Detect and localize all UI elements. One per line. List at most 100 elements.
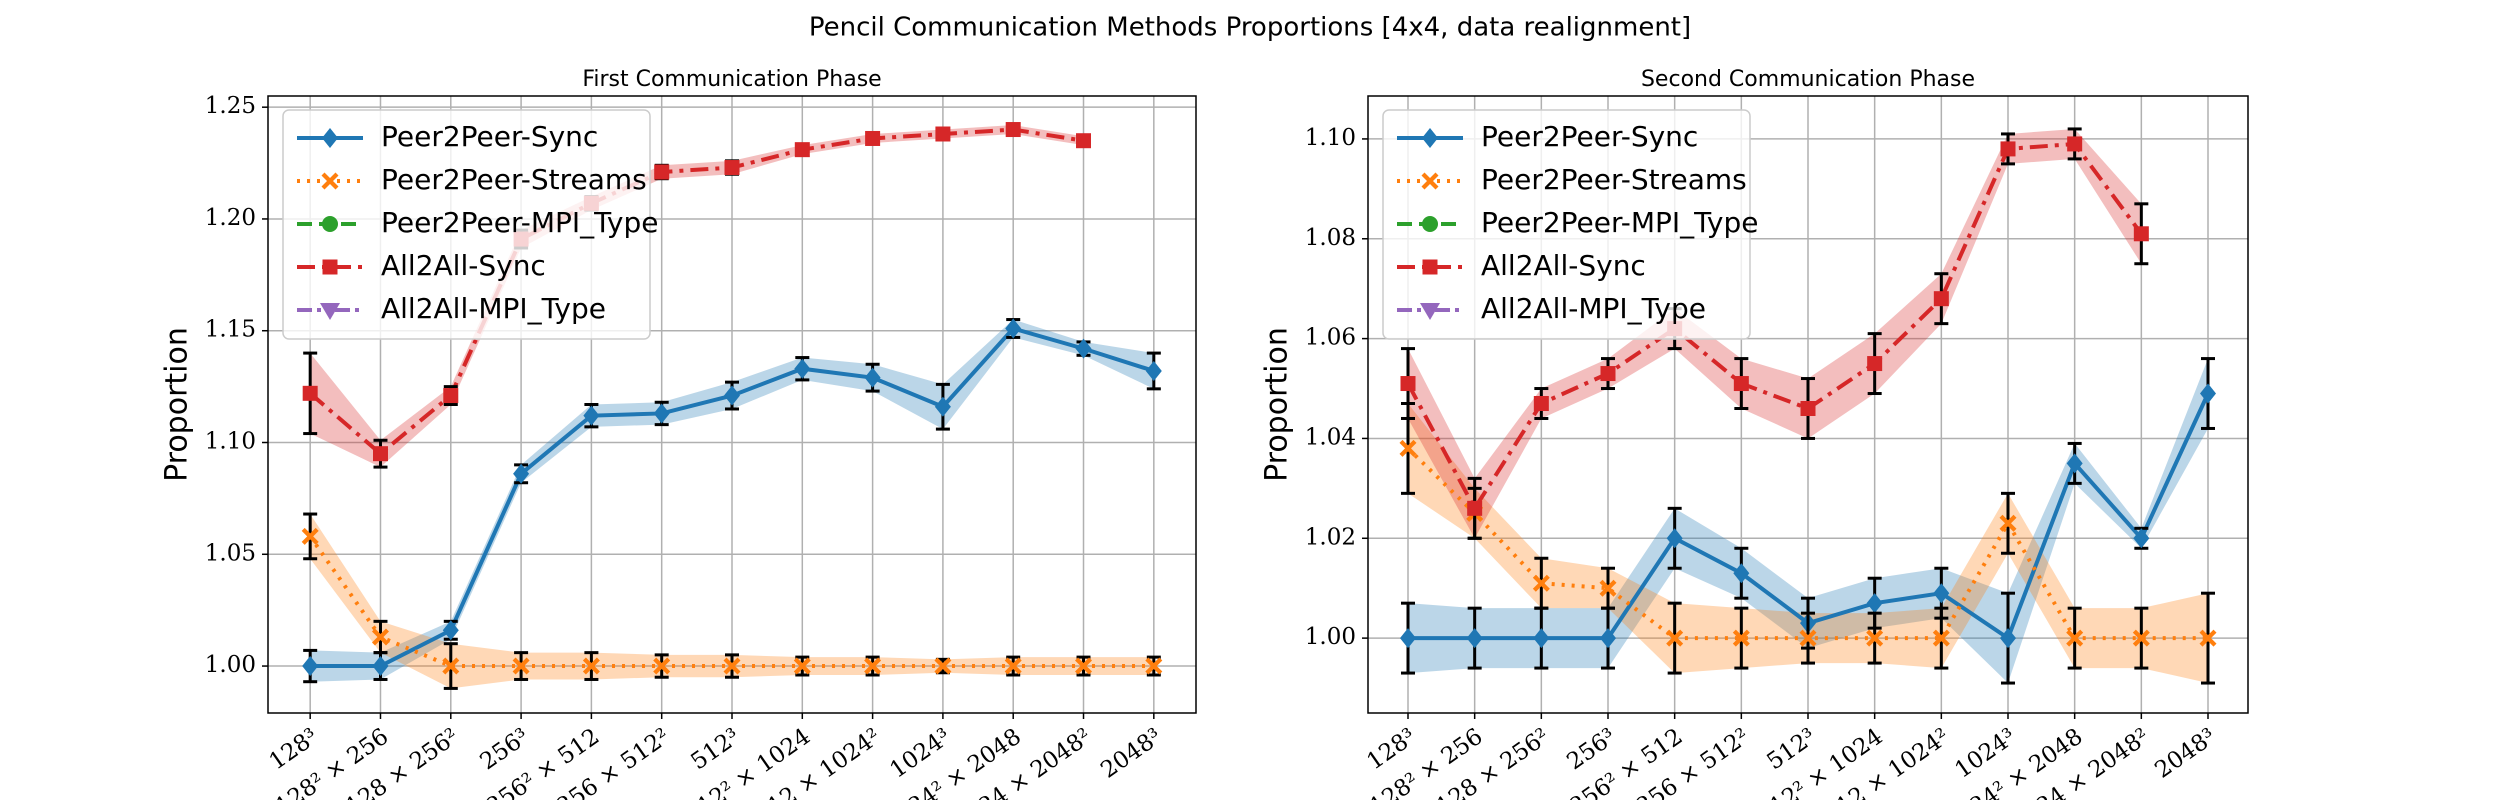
data-marker [442, 620, 459, 641]
legend-label: Peer2Peer-MPI_Type [381, 206, 658, 239]
data-marker [1600, 366, 1616, 382]
legend: Peer2Peer-Sync Peer2Peer-Streams Peer2Peer… [282, 109, 658, 340]
data-marker [865, 130, 881, 146]
data-marker [934, 396, 951, 417]
data-marker [1600, 628, 1616, 649]
data-marker [2133, 226, 2149, 242]
data-marker [372, 656, 389, 677]
legend: Peer2Peer-Sync Peer2Peer-Streams Peer2Peer… [1382, 109, 1758, 340]
y-tick-label: 1.15 [205, 317, 256, 343]
y-axis-label: Proportion [1260, 327, 1295, 482]
legend-label: All2All-MPI_Type [1481, 292, 1706, 325]
data-marker [723, 657, 741, 675]
y-axis-label: Proportion [160, 327, 195, 482]
series-line [1406, 141, 2143, 513]
data-marker [653, 657, 671, 675]
data-marker [1145, 657, 1163, 675]
data-marker [1005, 122, 1021, 138]
legend-marker [321, 172, 339, 190]
data-marker [1932, 629, 1950, 647]
subplot-title: Second Communication Phase [1641, 67, 1975, 92]
y-tick-label: 1.00 [1305, 624, 1356, 650]
series-line [308, 127, 1084, 457]
data-marker [1004, 657, 1022, 675]
legend-label: All2All-Sync [381, 249, 546, 282]
legend-marker [1420, 303, 1440, 320]
data-marker [793, 657, 811, 675]
data-marker [2200, 383, 2216, 404]
y-tick-label: 1.02 [1305, 524, 1356, 550]
data-marker [1076, 133, 1092, 149]
data-marker [1866, 593, 1883, 614]
data-marker [2000, 628, 2016, 649]
data-marker [372, 446, 388, 462]
data-marker [1532, 574, 1550, 592]
data-marker [653, 403, 670, 424]
data-marker [1399, 439, 1417, 457]
data-marker [1075, 338, 1092, 359]
data-marker [1933, 583, 1950, 604]
data-marker [1466, 628, 1483, 649]
data-marker [724, 160, 740, 176]
plot-area [1399, 127, 2217, 685]
data-marker [1867, 356, 1883, 372]
data-marker [1999, 514, 2017, 532]
y-tick-label: 1.06 [1305, 325, 1356, 351]
y-tick-label: 1.08 [1305, 225, 1356, 251]
data-marker [1075, 657, 1093, 675]
data-marker [2000, 141, 2016, 157]
figure-title: Pencil Communication Methods Proportions… [809, 13, 1691, 43]
y-tick-label: 1.25 [205, 93, 256, 119]
plot-area [301, 122, 1163, 690]
data-marker [794, 142, 810, 158]
data-marker [1800, 400, 1816, 416]
data-marker [724, 385, 740, 406]
y-tick-label: 1.00 [205, 652, 256, 678]
data-marker [1866, 629, 1884, 647]
y-tick-label: 1.04 [1305, 424, 1356, 450]
data-marker [864, 657, 882, 675]
data-marker [1733, 376, 1749, 392]
legend-label: Peer2Peer-MPI_Type [1481, 206, 1758, 239]
data-marker [2132, 629, 2150, 647]
data-marker [302, 656, 319, 677]
legend-label: All2All-Sync [1481, 249, 1646, 282]
data-marker [2199, 629, 2217, 647]
data-marker [794, 358, 811, 379]
data-marker [371, 628, 389, 646]
legend-box [282, 109, 651, 340]
data-marker [654, 164, 670, 180]
axes-frame [1367, 95, 2249, 714]
data-marker [934, 657, 952, 675]
data-marker [2133, 528, 2150, 549]
legend-label: Peer2Peer-Streams [381, 163, 647, 196]
legend-marker [1422, 216, 1438, 232]
data-marker [1400, 628, 1416, 649]
axes-frame [267, 95, 1197, 714]
data-marker [442, 657, 460, 675]
data-marker [1732, 629, 1750, 647]
data-marker [864, 367, 881, 388]
data-marker [1799, 629, 1817, 647]
y-tick-label: 1.20 [205, 205, 256, 231]
legend-marker [1422, 259, 1438, 275]
data-marker [1533, 396, 1549, 412]
legend-marker [320, 303, 340, 320]
legend-label: Peer2Peer-Sync [381, 120, 598, 153]
y-tick-label: 1.05 [205, 540, 256, 566]
data-marker [1666, 629, 1684, 647]
data-marker [2066, 629, 2084, 647]
legend-marker [322, 259, 338, 275]
data-marker [1145, 360, 1162, 381]
legend-marker [322, 216, 338, 232]
legend-label: Peer2Peer-Streams [1481, 163, 1747, 196]
data-marker [1933, 291, 1949, 307]
data-marker [301, 527, 319, 545]
legend-label: Peer2Peer-Sync [1481, 120, 1698, 153]
data-marker [513, 463, 530, 484]
legend-box [1382, 109, 1751, 340]
data-marker [2067, 136, 2083, 152]
y-tick-label: 1.10 [1305, 125, 1356, 151]
